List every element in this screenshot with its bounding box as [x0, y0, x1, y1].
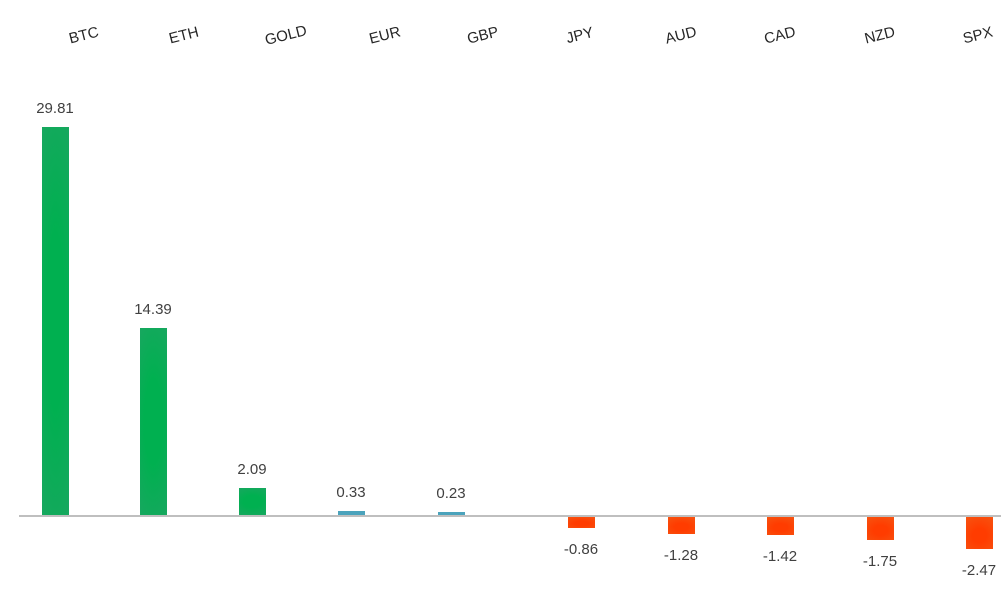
bar-nzd	[867, 517, 894, 540]
value-label-jpy: -0.86	[563, 541, 599, 558]
value-label-gbp: 0.23	[436, 485, 466, 502]
category-label-jpy: JPY	[564, 23, 596, 48]
value-label-cad: -1.42	[762, 548, 798, 565]
category-label-cad: CAD	[762, 23, 798, 48]
value-label-eth: 14.39	[134, 301, 172, 318]
category-label-eur: EUR	[367, 23, 403, 48]
category-label-gbp: GBP	[465, 23, 501, 48]
category-label-aud: AUD	[663, 23, 699, 48]
bar-aud	[668, 517, 695, 534]
bar-jpy	[568, 517, 595, 528]
x-axis-line	[19, 515, 1001, 517]
bar-gbp	[438, 512, 465, 515]
bar-spx	[966, 517, 993, 549]
value-label-gold: 2.09	[237, 461, 267, 478]
bar-gold	[239, 488, 266, 515]
value-label-aud: -1.28	[663, 547, 699, 564]
bar-btc	[42, 127, 69, 515]
category-label-gold: GOLD	[263, 22, 309, 49]
category-label-eth: ETH	[167, 23, 201, 48]
bar-eur	[338, 511, 365, 515]
value-label-btc: 29.81	[36, 100, 74, 117]
value-label-eur: 0.33	[336, 484, 366, 501]
category-label-nzd: NZD	[862, 23, 897, 48]
value-label-nzd: -1.75	[862, 553, 898, 570]
bar-cad	[767, 517, 794, 535]
category-label-btc: BTC	[67, 23, 101, 48]
value-label-spx: -2.47	[961, 562, 997, 579]
bar-eth	[140, 328, 167, 515]
category-label-spx: SPX	[961, 23, 995, 48]
